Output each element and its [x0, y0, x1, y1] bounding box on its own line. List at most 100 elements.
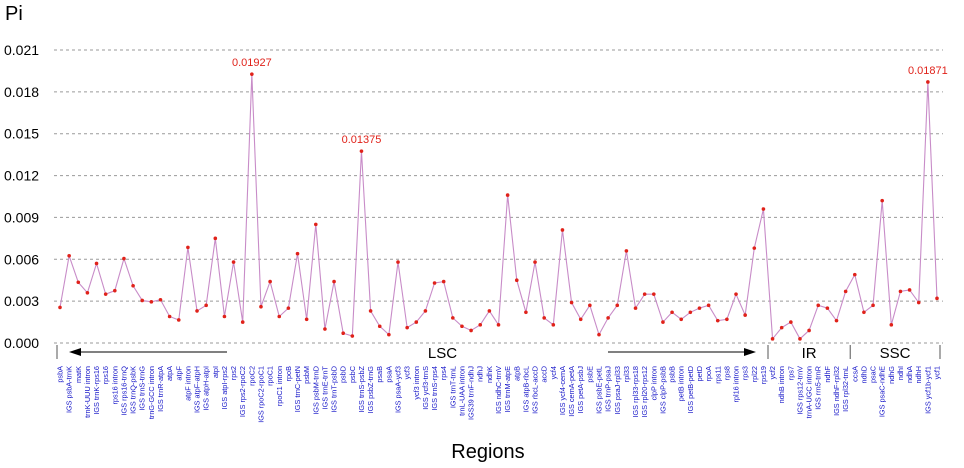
- grid-lines: [54, 49, 943, 344]
- data-point: [615, 303, 620, 308]
- data-point: [569, 300, 574, 305]
- peak-annotation: 0.01927: [232, 57, 272, 69]
- data-point: [935, 296, 939, 301]
- x-category-label: psaB: [375, 366, 384, 383]
- data-point: [706, 303, 711, 308]
- data-point: [268, 279, 272, 284]
- data-point: [825, 306, 830, 310]
- x-category-label: petB intron: [677, 366, 686, 401]
- x-category-label: IGS rpl20-rps12: [640, 366, 649, 418]
- data-point: [167, 314, 172, 319]
- x-category-label: IGS ycf1b-ycf1: [923, 366, 932, 414]
- data-point: [67, 253, 71, 258]
- data-point: [158, 297, 163, 302]
- x-category-label: IGS psaC-ndhE: [878, 366, 887, 417]
- x-category-label: ndhD: [859, 366, 868, 383]
- x-category-label: IGS psbA-trnK: [65, 366, 74, 413]
- x-category-label: IGS trnS-trnG: [138, 366, 147, 411]
- data-point: [259, 304, 263, 309]
- x-category-label: IGS rps12-trnV: [795, 366, 804, 415]
- data-point: [423, 309, 428, 313]
- x-category-label: ndhA: [905, 366, 914, 383]
- x-category-label: IGS trnQ-psbK: [129, 366, 138, 414]
- x-category-label: IGS rpl33-rps18: [631, 366, 640, 418]
- x-category-label: rpoC1: [266, 366, 275, 386]
- data-point: [332, 279, 336, 284]
- data-point: [725, 317, 729, 322]
- data-point: [761, 207, 766, 211]
- x-category-label: rps3: [741, 366, 750, 380]
- data-point: [222, 314, 227, 319]
- x-category-label: IGS trnC-petN: [293, 366, 302, 412]
- x-category-label: rps11: [713, 366, 722, 384]
- y-tick-label: 0.015: [4, 126, 39, 142]
- x-category-label: IGS trnT-trnL: [448, 366, 457, 408]
- x-category-label: IGS clpP-psbB: [658, 366, 667, 414]
- x-category-label: psaC: [869, 366, 878, 383]
- region-arrowhead-right: [743, 348, 756, 356]
- data-point: [250, 72, 254, 76]
- pi-series-points: [58, 72, 939, 341]
- data-point: [606, 316, 610, 320]
- data-point: [798, 337, 802, 341]
- x-category-label: clpP intron: [649, 366, 658, 400]
- x-category-label: rpl22: [750, 366, 759, 382]
- x-category-label: ndhK: [485, 366, 494, 383]
- x-axis-label: Regions: [451, 441, 524, 463]
- region-label-ssc: SSC: [880, 345, 911, 362]
- data-point: [770, 337, 775, 341]
- x-category-label: IGS psbZ-trnG: [366, 366, 375, 414]
- x-category-label: psbD: [339, 366, 348, 383]
- data-point: [113, 288, 117, 293]
- x-category-label: rps7: [786, 366, 795, 380]
- x-category-label: accD: [540, 366, 549, 383]
- x-category-label: IGS trnM-atpE: [503, 366, 512, 413]
- x-category-label: rpoC1 intron: [275, 366, 284, 406]
- x-category-label: IGS trnS-rps4: [430, 366, 439, 411]
- x-category-label: IGS trnT-psbD: [330, 366, 339, 413]
- data-point: [743, 313, 747, 317]
- data-point: [359, 149, 364, 153]
- data-point: [697, 306, 702, 310]
- x-category-label: psbA: [56, 366, 65, 383]
- data-point: [213, 236, 218, 241]
- x-category-label: matK: [74, 366, 83, 383]
- data-point: [834, 318, 839, 323]
- x-category-label: IGS ycf4-cemA: [558, 366, 567, 415]
- y-tick-label: 0.009: [4, 209, 39, 225]
- x-category-label: rps8: [722, 366, 731, 380]
- x-category-label: ycf3 intron: [412, 366, 421, 400]
- y-axis-label: Pi: [5, 3, 23, 25]
- x-category-label: psbC: [348, 366, 357, 383]
- x-category-label: IGS psbE-petL: [594, 366, 603, 414]
- data-point: [752, 246, 757, 250]
- data-point: [76, 280, 81, 285]
- data-point: [140, 298, 145, 303]
- x-category-label: ndhJ: [476, 366, 485, 382]
- x-category-label: IGS atpB-rbcL: [521, 366, 530, 412]
- x-category-label: IGS ycf3-trnS: [421, 366, 430, 410]
- x-category-label: atpA: [165, 366, 174, 381]
- x-category-label: psbM: [302, 366, 311, 384]
- x-category-label: IGS cemA-petA: [567, 366, 576, 417]
- x-category-label: IGS rpl32-trnL: [841, 366, 850, 412]
- data-point: [186, 245, 190, 250]
- data-point: [341, 331, 345, 336]
- data-point: [779, 325, 784, 330]
- x-category-label: IGS petA-psbJ: [576, 366, 585, 414]
- data-point: [670, 310, 674, 315]
- data-point: [734, 292, 738, 296]
- x-category-label: IGS trnK-rps16: [92, 366, 101, 415]
- x-category-label: rpoB: [284, 366, 293, 382]
- data-point: [542, 316, 546, 320]
- data-point: [460, 324, 464, 329]
- data-point: [277, 314, 282, 319]
- data-point: [94, 261, 99, 266]
- data-point: [588, 303, 592, 308]
- x-category-label: trnA-UGC intron: [805, 366, 814, 418]
- data-point: [880, 198, 884, 203]
- data-point: [597, 332, 601, 337]
- data-point: [131, 283, 135, 288]
- data-point: [551, 323, 556, 327]
